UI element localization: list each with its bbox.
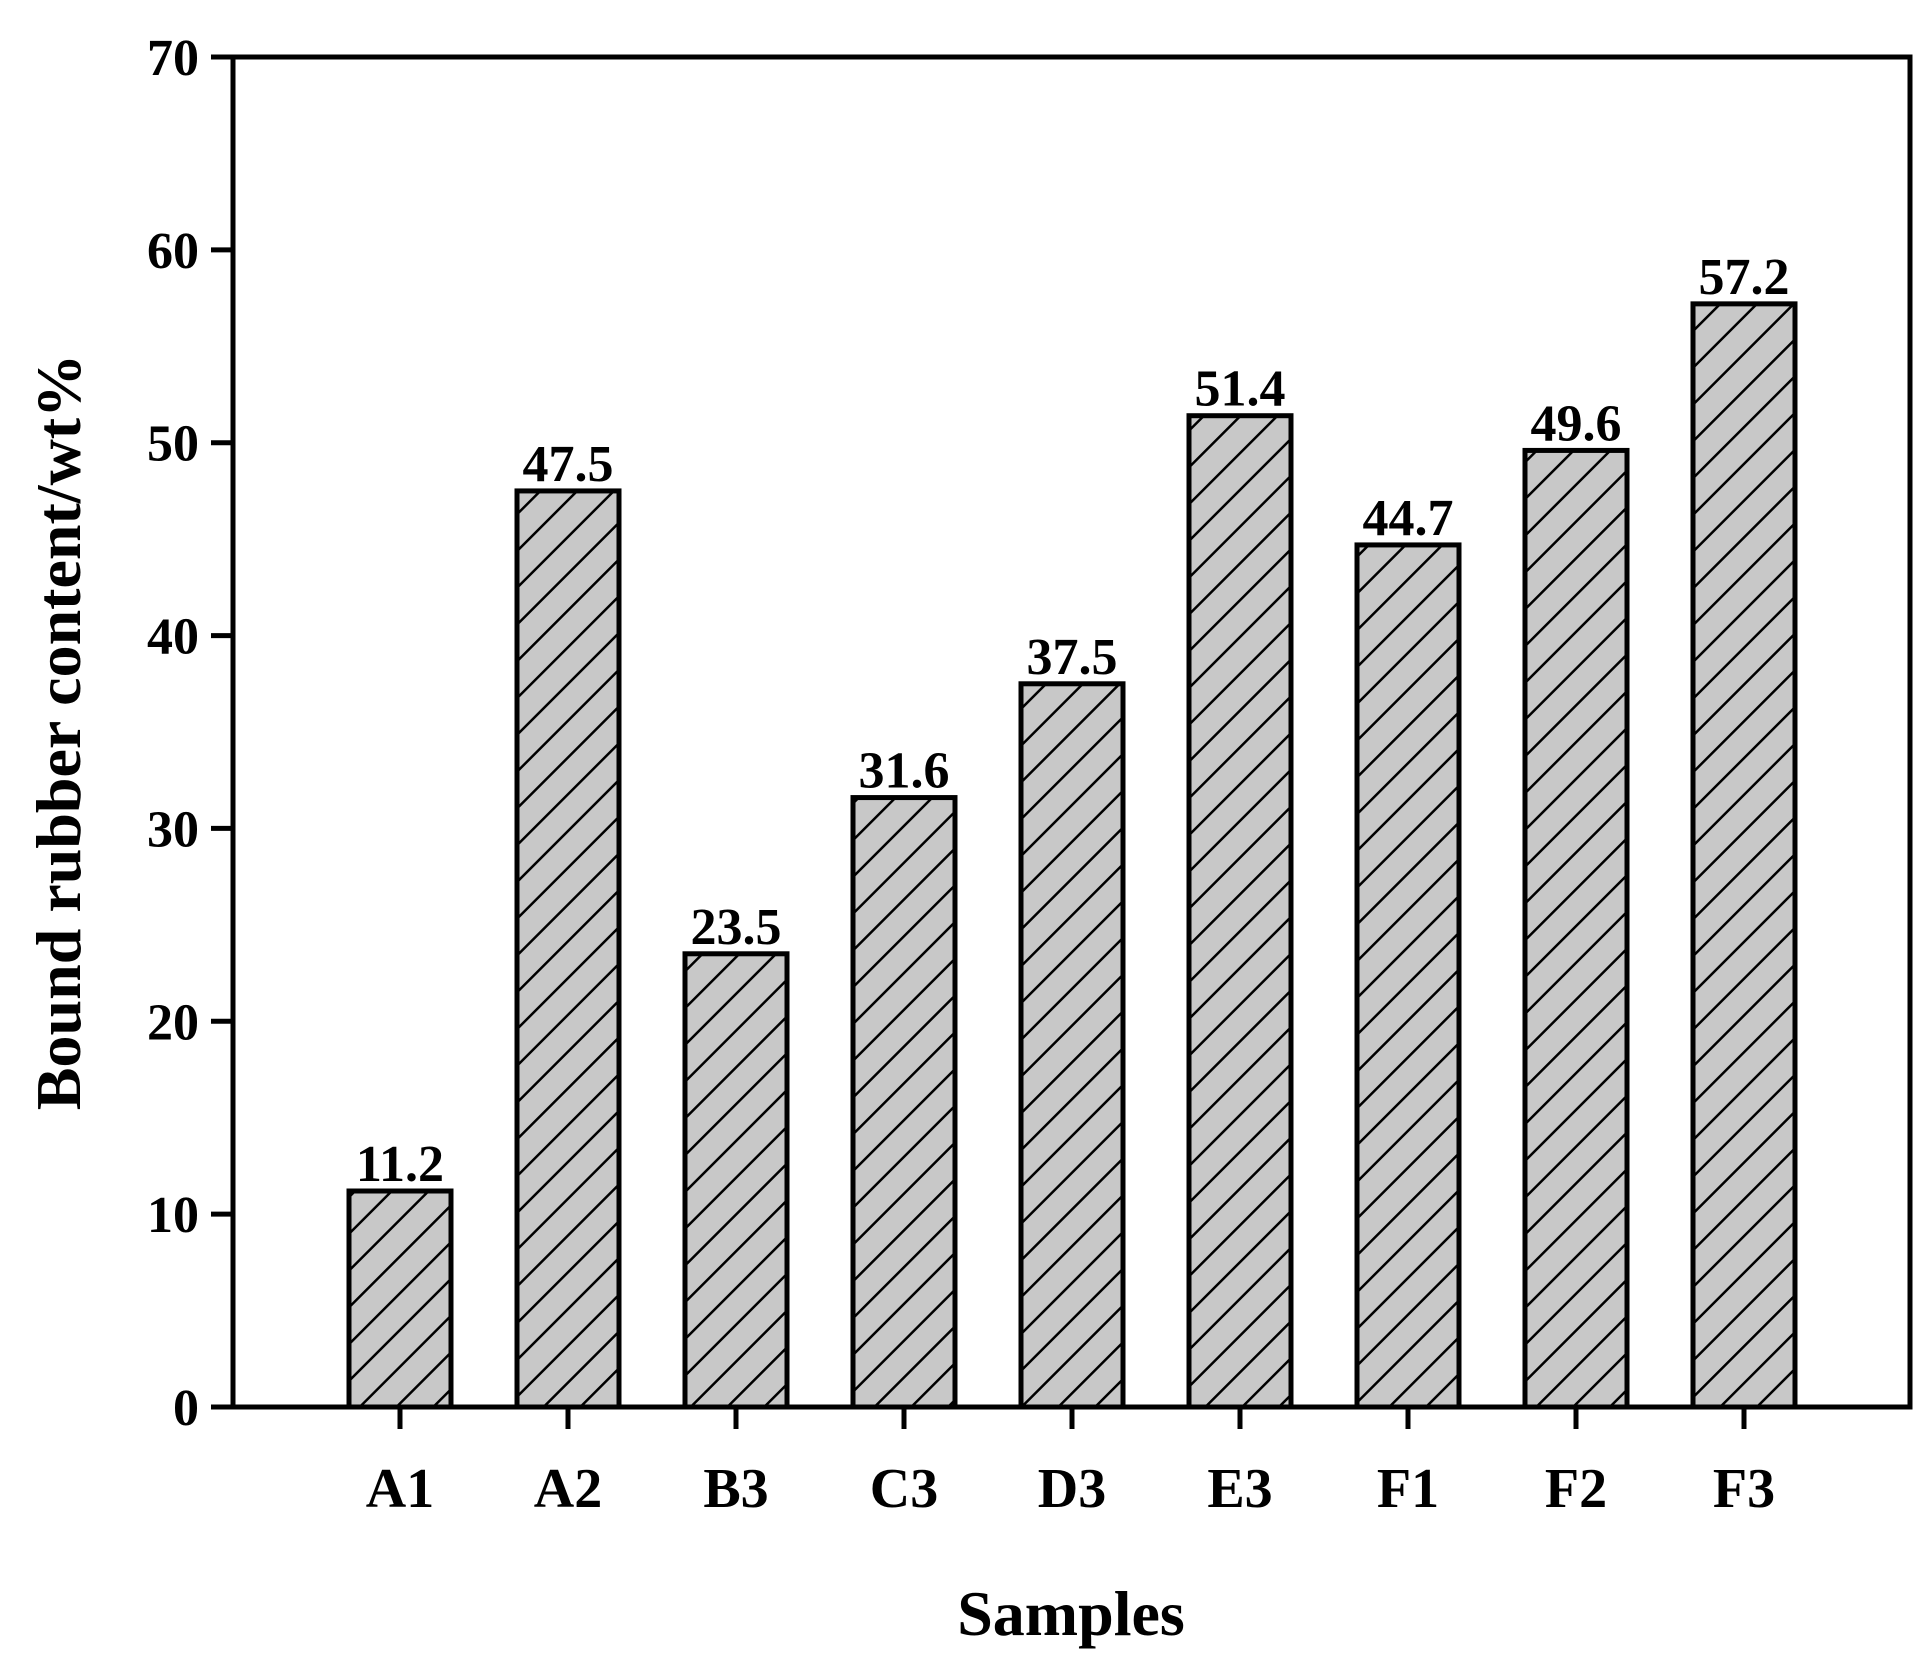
x-tick-label: C3 <box>870 1458 938 1520</box>
bar-e3 <box>1186 413 1294 1410</box>
bar-f2 <box>1522 447 1630 1410</box>
bar-a2 <box>514 488 622 1410</box>
y-tick-label: 70 <box>147 30 199 87</box>
y-tick-label: 50 <box>147 416 199 473</box>
y-tick-label: 10 <box>147 1187 199 1244</box>
value-label-a2: 47.5 <box>523 436 614 493</box>
x-tick-label: A1 <box>366 1458 434 1520</box>
bars <box>346 301 1798 1410</box>
bar-f3 <box>1690 301 1798 1410</box>
x-tick-label: F2 <box>1545 1458 1607 1520</box>
x-tick-label: B3 <box>703 1458 768 1520</box>
y-axis: 0 10 20 30 40 50 60 70 <box>147 30 233 1437</box>
x-tick-label: A2 <box>534 1458 602 1520</box>
value-label-c3: 31.6 <box>859 743 950 800</box>
value-label-a1: 11.2 <box>356 1136 444 1193</box>
y-tick-label: 40 <box>147 609 199 666</box>
bar-c3 <box>850 795 958 1410</box>
bar-a1 <box>346 1188 454 1410</box>
x-tick-label: E3 <box>1207 1458 1272 1520</box>
x-tick-label: F3 <box>1713 1458 1775 1520</box>
value-label-d3: 37.5 <box>1027 629 1118 686</box>
bar-f1 <box>1354 542 1462 1410</box>
y-axis-title: Bound rubber content/wt% <box>23 354 94 1110</box>
value-label-b3: 23.5 <box>691 899 782 956</box>
x-tick-label: D3 <box>1038 1458 1106 1520</box>
x-axis: A1 A2 B3 C3 D3 E3 F1 F2 F3 <box>366 1407 1775 1520</box>
value-labels: 11.2 47.5 23.5 31.6 37.5 51.4 44.7 49.6 57.2 <box>356 249 1790 1193</box>
value-label-e3: 51.4 <box>1195 361 1286 418</box>
y-tick-label: 20 <box>147 994 199 1051</box>
bar-b3 <box>682 951 790 1410</box>
x-axis-title: Samples <box>957 1578 1185 1649</box>
bar-d3 <box>1018 681 1126 1410</box>
y-tick-label: 60 <box>147 223 199 280</box>
value-label-f2: 49.6 <box>1531 395 1622 452</box>
y-tick-label: 0 <box>173 1380 199 1437</box>
value-label-f1: 44.7 <box>1363 490 1454 547</box>
x-tick-label: F1 <box>1377 1458 1439 1520</box>
y-tick-label: 30 <box>147 801 199 858</box>
value-label-f3: 57.2 <box>1699 249 1790 306</box>
